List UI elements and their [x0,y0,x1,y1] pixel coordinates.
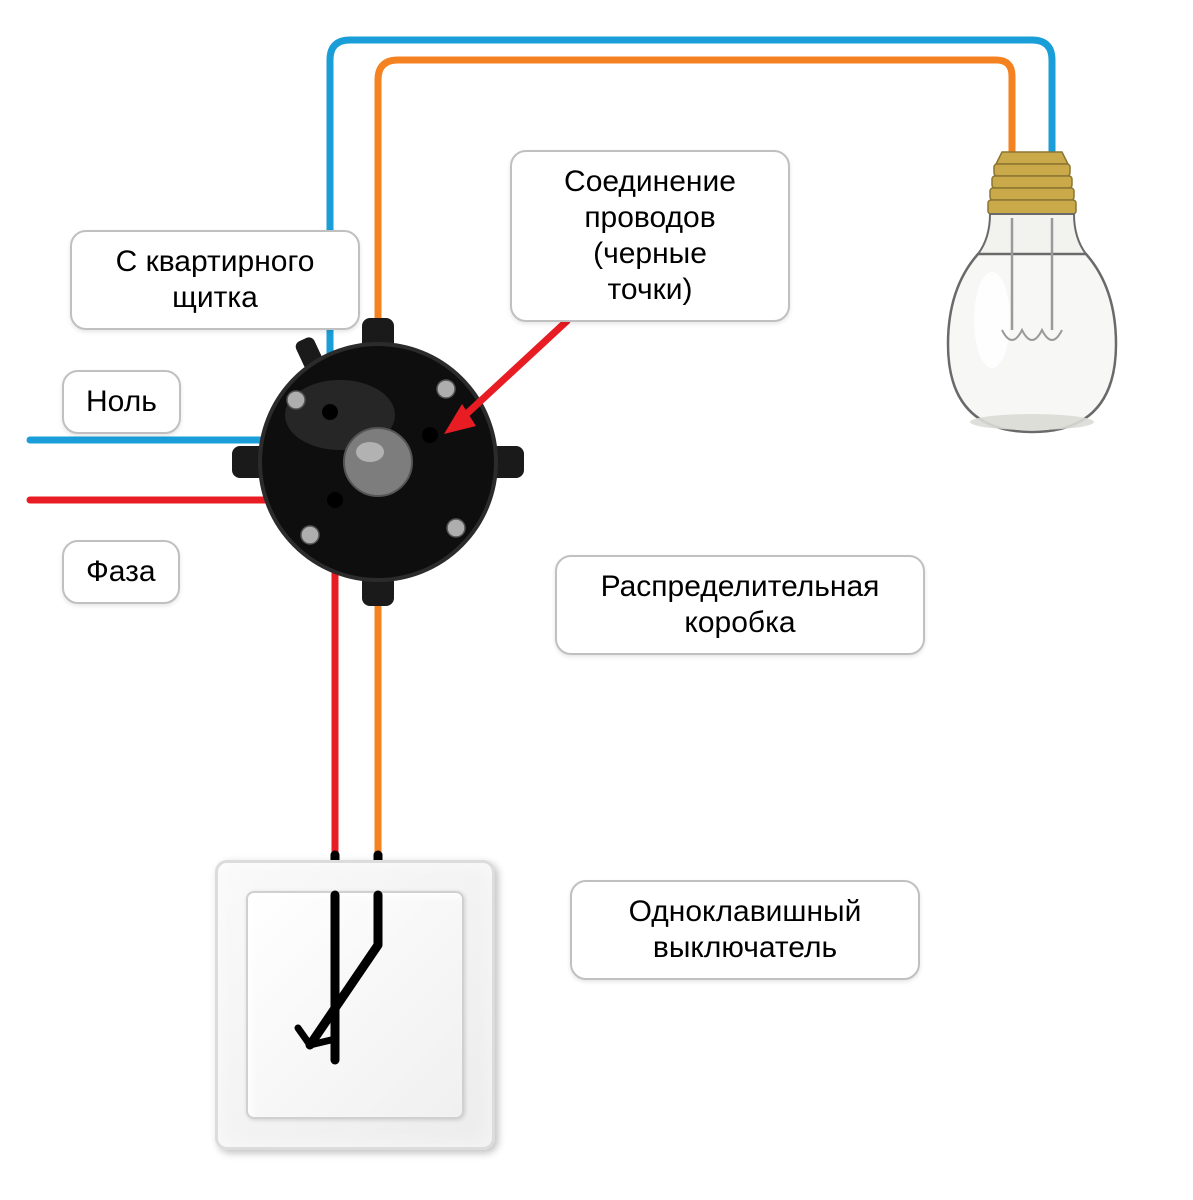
label-text: Ноль [86,385,157,418]
junction-dot [322,404,338,420]
pointer-arrow [444,320,568,434]
label-text: Распределительнаякоробка [601,570,880,639]
label-neutral: Ноль [62,370,181,434]
label-from-panel: С квартирногощитка [70,230,360,330]
light-switch [215,860,495,1150]
label-wire-connection: Соединениепроводов(черныеточки) [510,150,790,322]
label-junction-box: Распределительнаякоробка [555,555,925,655]
label-phase: Фаза [62,540,180,604]
label-text: Одноклавишныйвыключатель [629,895,862,964]
label-text: Соединениепроводов(черныеточки) [564,165,736,306]
junction-box [232,318,524,606]
label-text: С квартирногощитка [116,245,315,314]
switch-rocker [246,891,464,1119]
label-single-key-switch: Одноклавишныйвыключатель [570,880,920,980]
junction-dot [327,492,343,508]
wiring-diagram-canvas: С квартирногощитка Ноль Фаза Соединениеп… [0,0,1193,1200]
label-text: Фаза [86,555,156,588]
junction-dot [422,427,438,443]
